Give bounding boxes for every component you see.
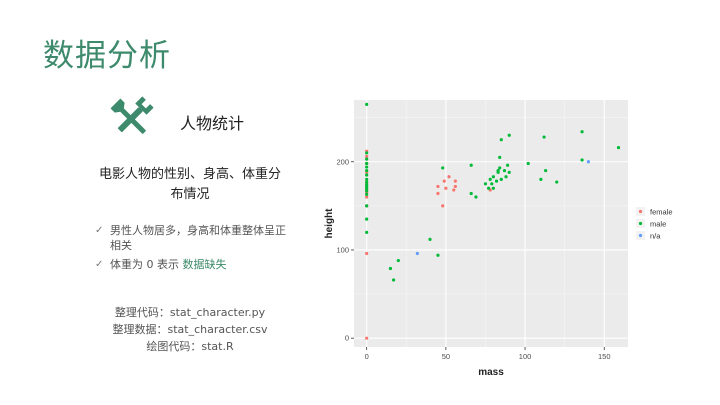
bullet-item: ✓ 体重为 0 表示 数据缺失: [95, 257, 290, 272]
slide-title: 数据分析: [43, 38, 171, 74]
x-tick-label: 0: [365, 352, 369, 361]
data-point: [487, 186, 491, 190]
section-heading: 人物统计: [180, 114, 245, 133]
data-point: [365, 161, 369, 166]
data-point: [365, 177, 369, 181]
data-point: [580, 158, 584, 162]
x-axis-label: mass: [478, 367, 504, 378]
data-point: [441, 204, 445, 208]
legend-marker: [638, 209, 643, 214]
data-point: [365, 192, 369, 196]
data-point: [506, 163, 510, 167]
data-point: [544, 168, 548, 173]
data-point: [616, 146, 621, 150]
data-point: [502, 168, 507, 173]
highlight-text: 数据缺失: [182, 258, 227, 271]
data-point: [453, 184, 457, 189]
data-point: [580, 130, 584, 134]
data-point: [453, 179, 457, 183]
data-point: [365, 151, 369, 155]
data-point: [469, 163, 473, 167]
x-tick-label: 50: [442, 352, 450, 361]
chart-description: 电影人物的性别、身高、体重分布情况: [98, 167, 281, 202]
data-point: [391, 278, 396, 282]
bullet-text: 体重为 0 表示: [110, 258, 183, 271]
data-point: [507, 133, 511, 137]
data-point: [539, 177, 543, 181]
data-point: [494, 179, 499, 183]
data-point: [415, 251, 419, 256]
y-tick-label: 100: [336, 245, 349, 254]
data-point: [365, 180, 369, 184]
data-point: [483, 182, 488, 186]
y-tick-label: 200: [336, 157, 349, 166]
legend-label: female: [650, 208, 673, 217]
data-point: [436, 253, 440, 257]
code-file: 整理代码：stat_character.py: [114, 306, 266, 319]
data-point: [444, 186, 448, 190]
data-point: [504, 175, 508, 179]
data-point: [499, 177, 503, 181]
data-point: [365, 195, 369, 199]
data-point: [436, 191, 440, 196]
data-point: [499, 138, 503, 142]
data-point: [436, 184, 440, 189]
plot-panel: [354, 100, 628, 347]
data-point: [555, 180, 559, 184]
data-point: [488, 177, 492, 181]
data-point: [498, 166, 502, 170]
data-point: [396, 258, 400, 263]
data-point: [365, 336, 369, 340]
data-point: [365, 217, 369, 221]
data-point: [490, 182, 494, 186]
data-point: [365, 154, 369, 159]
bullet-text: 男性人物居多，身高和体重整体呈正相关: [110, 224, 286, 252]
data-point: [365, 102, 369, 107]
legend-label: n/a: [650, 232, 661, 241]
legend-marker: [638, 221, 643, 226]
data-point: [442, 179, 446, 183]
data-point: [586, 160, 591, 164]
data-point: [491, 186, 495, 190]
plot-file: 绘图代码：stat.R: [146, 340, 234, 353]
data-point: [365, 168, 369, 173]
data-point: [496, 168, 500, 173]
data-point: [365, 186, 369, 190]
data-file: 整理数据：stat_character.csv: [112, 323, 268, 336]
tools-icon: [110, 96, 154, 134]
data-point: [498, 155, 502, 159]
file-list: 整理代码：stat_character.py 整理数据：stat_charact…: [95, 304, 285, 355]
x-tick-label: 100: [519, 352, 532, 361]
data-point: [507, 170, 511, 174]
data-point: [526, 161, 530, 166]
data-point: [441, 166, 445, 170]
data-point: [491, 175, 495, 179]
data-point: [365, 251, 369, 256]
data-point: [365, 165, 369, 169]
bullet-list: ✓ 男性人物居多，身高和体重整体呈正相关 ✓ 体重为 0 表示 数据缺失: [95, 223, 290, 276]
data-point: [388, 266, 393, 271]
x-tick-label: 150: [598, 352, 611, 361]
check-icon: ✓: [95, 259, 104, 270]
data-point: [474, 195, 478, 199]
legend-marker: [638, 233, 643, 238]
data-point: [365, 230, 369, 234]
y-tick-label: 0: [345, 334, 349, 343]
data-point: [428, 237, 432, 241]
legend-label: male: [650, 220, 666, 229]
data-point: [469, 191, 473, 196]
data-point: [365, 189, 369, 193]
data-point: [365, 173, 369, 177]
y-axis-label: height: [324, 208, 335, 239]
bullet-item: ✓ 男性人物居多，身高和体重整体呈正相关: [95, 223, 290, 253]
data-point: [452, 188, 456, 192]
data-point: [365, 157, 369, 161]
scatter-chart: 0 50 100 150 0 100 200 mass height female male n/a: [324, 100, 673, 378]
data-point: [447, 175, 451, 179]
data-point: [542, 135, 546, 139]
data-point: [365, 204, 369, 208]
check-icon: ✓: [95, 225, 104, 236]
